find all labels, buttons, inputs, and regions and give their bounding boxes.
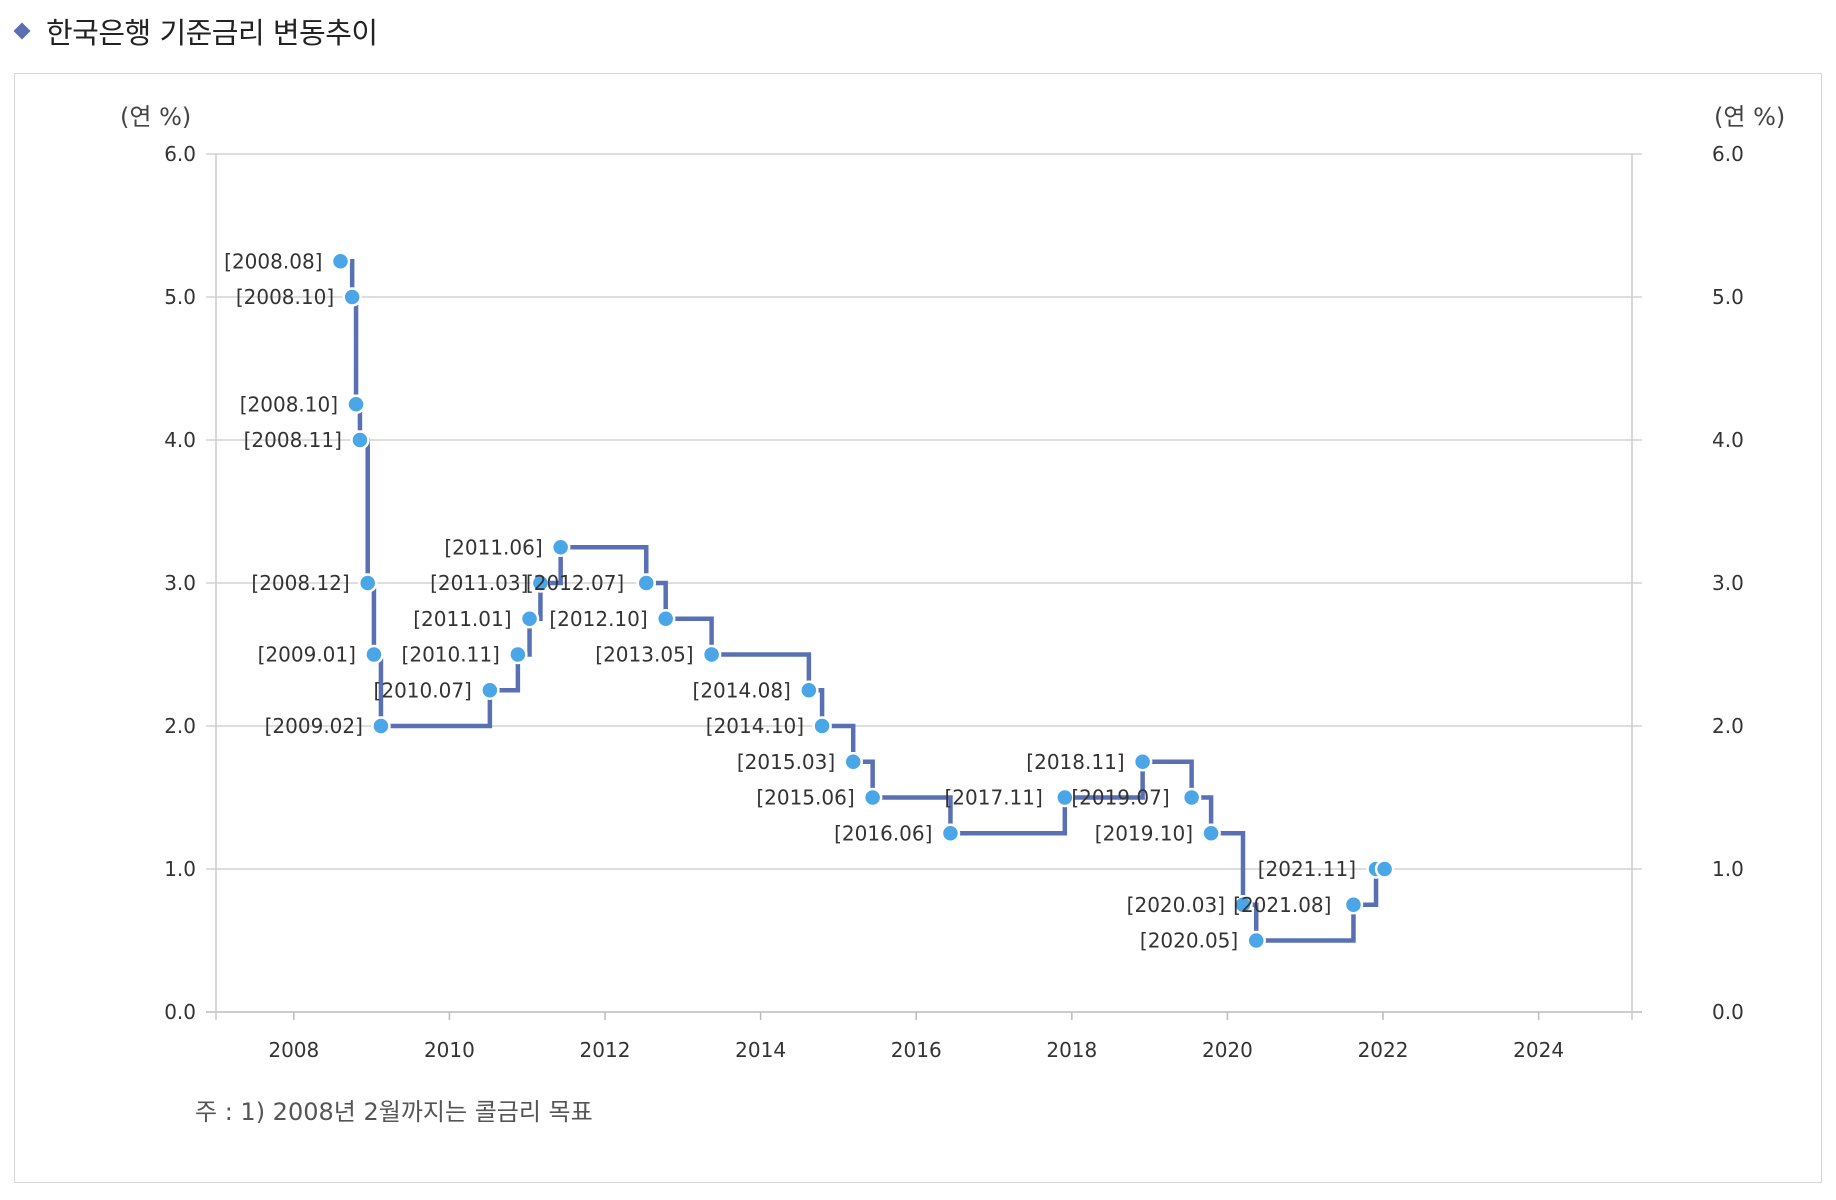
data-label: [2010.11]	[402, 643, 500, 667]
data-point-marker	[701, 644, 722, 665]
data-label: [2021.11]	[1258, 857, 1356, 881]
data-label: [2011.06]	[444, 535, 542, 559]
y-tick-label-right: 3.0	[1712, 571, 1744, 595]
data-label: [2015.06]	[756, 786, 854, 810]
y-tick-label-right: 4.0	[1712, 428, 1744, 452]
data-point-marker	[636, 573, 656, 593]
y-tick-label-right: 5.0	[1712, 285, 1744, 309]
x-tick-label: 2022	[1358, 1038, 1409, 1062]
data-label: [2011.01]	[413, 607, 511, 631]
page-title: 한국은행 기준금리 변동추이	[12, 10, 378, 52]
data-label: [2020.03]	[1127, 893, 1225, 917]
footnote: 주 : 1) 2008년 2월까지는 콜금리 목표	[195, 1098, 593, 1126]
data-point-marker	[655, 609, 676, 629]
y-tick-label-left: 1.0	[164, 857, 196, 881]
data-label: [2008.11]	[244, 428, 342, 452]
data-label: [2010.07]	[374, 678, 472, 702]
y-tick-label-right: 1.0	[1712, 857, 1744, 881]
data-point-marker	[862, 787, 883, 808]
data-point-marker	[1246, 930, 1266, 951]
data-point-marker	[1132, 752, 1153, 772]
y-tick-label-left: 2.0	[164, 714, 196, 738]
data-point-marker	[342, 287, 362, 307]
data-label: [2015.03]	[737, 750, 835, 774]
data-label: [2009.02]	[265, 714, 363, 738]
x-tick-label: 2014	[735, 1038, 786, 1062]
y-tick-label-left: 6.0	[164, 142, 196, 166]
y-tick-label-left: 5.0	[164, 285, 196, 309]
y-tick-label-left: 3.0	[164, 571, 196, 595]
y-axis-unit-right: (연 %)	[1714, 103, 1785, 131]
data-label: [2013.05]	[595, 643, 693, 667]
y-tick-label-left: 0.0	[164, 1000, 196, 1024]
data-label: [2014.10]	[706, 714, 804, 738]
data-point-marker	[371, 716, 391, 736]
x-tick-label: 2020	[1202, 1038, 1253, 1062]
data-point-marker	[346, 394, 366, 414]
data-point-marker	[1055, 787, 1075, 808]
data-label: [2009.01]	[258, 643, 356, 667]
x-tick-label: 2016	[891, 1038, 942, 1062]
y-tick-label-right: 0.0	[1712, 1000, 1744, 1024]
data-point-marker	[550, 537, 571, 557]
data-point-marker	[480, 680, 500, 700]
chart-frame	[14, 73, 1822, 1183]
data-point-marker	[799, 680, 819, 700]
data-label: [2008.10]	[240, 392, 338, 416]
data-point-marker	[519, 609, 540, 629]
data-label: [2019.10]	[1095, 821, 1193, 845]
data-point-marker	[508, 644, 528, 665]
data-label: [2018.11]	[1026, 750, 1124, 774]
data-point-marker	[1201, 823, 1221, 843]
data-point-marker	[530, 573, 551, 593]
y-axis-unit-left: (연 %)	[120, 103, 191, 131]
y-tick-label-right: 2.0	[1712, 714, 1744, 738]
data-label: [2020.05]	[1140, 929, 1238, 953]
y-tick-label-right: 6.0	[1712, 142, 1744, 166]
data-label: [2008.10]	[236, 285, 334, 309]
data-label: [2012.07]	[526, 571, 624, 595]
data-label: [2011.03]	[430, 571, 528, 595]
data-label: [2008.08]	[224, 249, 322, 273]
data-point-marker	[350, 430, 370, 450]
data-label: [2017.11]	[945, 786, 1043, 810]
data-point-marker	[940, 823, 961, 843]
data-label: [2008.12]	[251, 571, 349, 595]
chart-title: 한국은행 기준금리 변동추이	[46, 16, 378, 50]
y-tick-label-left: 4.0	[164, 428, 196, 452]
x-tick-label: 2012	[580, 1038, 631, 1062]
data-point-marker	[843, 752, 863, 772]
data-point-marker	[1374, 859, 1395, 879]
data-point-marker	[812, 716, 832, 736]
data-label: [2019.07]	[1071, 786, 1169, 810]
x-tick-label: 2018	[1046, 1038, 1097, 1062]
data-label: [2014.08]	[693, 678, 791, 702]
data-point-marker	[364, 644, 384, 665]
data-point-marker	[357, 573, 378, 593]
data-point-marker	[330, 251, 351, 271]
data-label: [2016.06]	[834, 821, 932, 845]
x-tick-label: 2010	[424, 1038, 475, 1062]
data-point-marker	[1343, 895, 1364, 915]
data-label: [2021.08]	[1233, 893, 1331, 917]
x-tick-label: 2024	[1513, 1038, 1564, 1062]
data-label: [2012.10]	[549, 607, 647, 631]
data-point-marker	[1181, 787, 1202, 808]
data-point-marker	[1233, 895, 1253, 915]
x-tick-label: 2008	[268, 1038, 319, 1062]
